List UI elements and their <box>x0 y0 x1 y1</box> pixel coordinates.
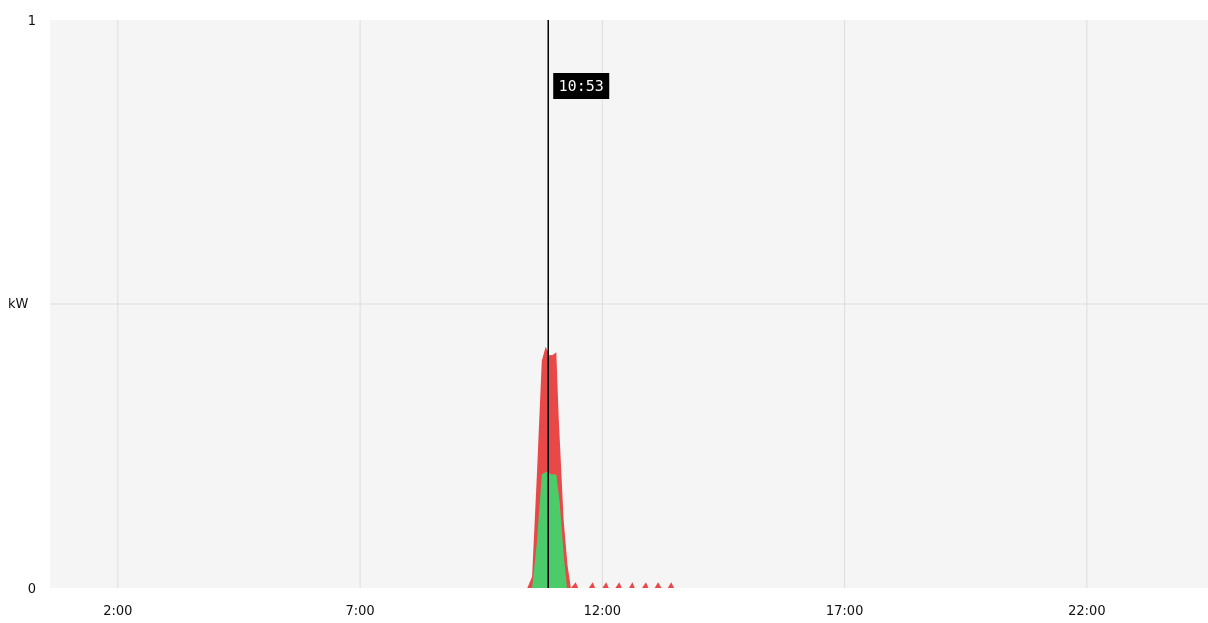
axis-labels: 2:00 7:00 12:00 17:00 22:00 0 1 kW <box>8 14 1106 619</box>
x-tick-label: 12:00 <box>584 604 621 619</box>
cursor-time-label: 10:53 <box>559 77 604 95</box>
series-area-2 <box>532 471 567 588</box>
grid-lines <box>50 20 1208 588</box>
y-tick-label: 1 <box>28 14 36 29</box>
series-layer <box>527 346 675 588</box>
x-tick-label: 2:00 <box>103 604 132 619</box>
x-tick-label: 17:00 <box>826 604 863 619</box>
y-tick-label: 0 <box>28 582 36 597</box>
y-axis-label: kW <box>8 297 29 312</box>
cursor-label-box <box>553 73 610 99</box>
time-cursor: 10:53 <box>547 20 610 588</box>
series-area-1 <box>527 346 675 588</box>
x-tick-label: 22:00 <box>1068 604 1105 619</box>
x-tick-label: 7:00 <box>345 604 374 619</box>
